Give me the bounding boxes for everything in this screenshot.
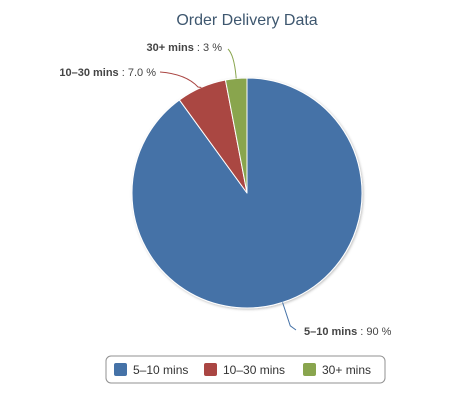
legend: 5–10 mins 10–30 mins 30+ mins	[105, 355, 386, 384]
data-label-10-30-mins: 10–30 mins : 7.0 %	[59, 67, 156, 79]
data-label-separator: :	[119, 67, 128, 79]
legend-label: 30+ mins	[322, 363, 371, 377]
data-label-name: 10–30 mins	[59, 67, 118, 79]
legend-label: 5–10 mins	[133, 363, 188, 377]
data-label-5-10-mins: 5–10 mins : 90 %	[304, 326, 392, 338]
connector-line	[159, 71, 202, 88]
pie-slice-30-mins[interactable]	[224, 77, 248, 194]
data-label-value: 7.0 %	[128, 67, 156, 79]
data-label-connectors	[159, 48, 297, 331]
legend-item-30-plus-mins[interactable]: 30+ mins	[303, 363, 371, 377]
connector-line	[227, 48, 237, 79]
legend-swatch	[114, 363, 127, 376]
connector-line	[282, 302, 297, 331]
legend-item-10-30-mins[interactable]: 10–30 mins	[204, 363, 285, 377]
data-label-separator: :	[194, 42, 203, 54]
legend-label: 10–30 mins	[223, 363, 285, 377]
data-label-value: 90 %	[366, 326, 391, 338]
data-label-30-plus-mins: 30+ mins : 3 %	[146, 42, 222, 54]
data-label-name: 30+ mins	[146, 42, 193, 54]
legend-swatch	[204, 363, 217, 376]
pie-slices	[131, 77, 363, 309]
data-label-value: 3 %	[203, 42, 222, 54]
legend-box	[105, 355, 386, 384]
data-label-name: 5–10 mins	[304, 326, 357, 338]
pie-slice-5-10-mins[interactable]	[131, 77, 363, 309]
chart-title: Order Delivery Data	[176, 12, 317, 29]
legend-item-5-10-mins[interactable]: 5–10 mins	[114, 363, 188, 377]
legend-swatch	[303, 363, 316, 376]
data-label-separator: :	[357, 326, 366, 338]
